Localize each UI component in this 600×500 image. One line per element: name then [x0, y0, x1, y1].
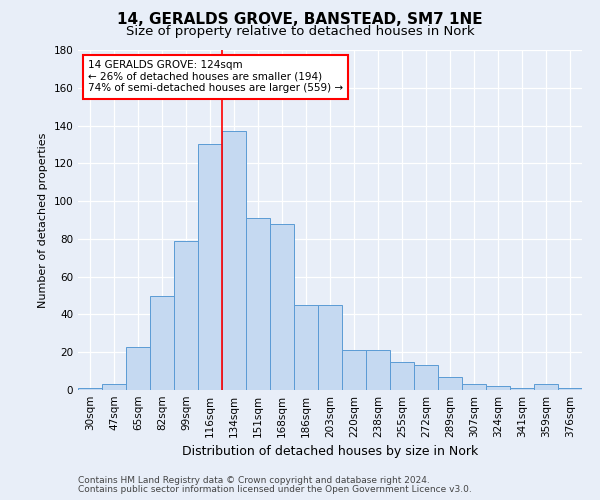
- Bar: [486, 386, 510, 390]
- Bar: [294, 305, 318, 390]
- Bar: [270, 224, 294, 390]
- Bar: [558, 388, 582, 390]
- Bar: [102, 384, 126, 390]
- Bar: [150, 296, 174, 390]
- Bar: [246, 218, 270, 390]
- Bar: [534, 384, 558, 390]
- Bar: [462, 384, 486, 390]
- Text: Contains HM Land Registry data © Crown copyright and database right 2024.: Contains HM Land Registry data © Crown c…: [78, 476, 430, 485]
- Text: 14, GERALDS GROVE, BANSTEAD, SM7 1NE: 14, GERALDS GROVE, BANSTEAD, SM7 1NE: [117, 12, 483, 28]
- Bar: [342, 350, 366, 390]
- X-axis label: Distribution of detached houses by size in Nork: Distribution of detached houses by size …: [182, 446, 478, 458]
- Y-axis label: Number of detached properties: Number of detached properties: [38, 132, 48, 308]
- Bar: [390, 362, 414, 390]
- Bar: [126, 346, 150, 390]
- Bar: [414, 366, 438, 390]
- Bar: [366, 350, 390, 390]
- Bar: [198, 144, 222, 390]
- Bar: [438, 377, 462, 390]
- Text: 14 GERALDS GROVE: 124sqm
← 26% of detached houses are smaller (194)
74% of semi-: 14 GERALDS GROVE: 124sqm ← 26% of detach…: [88, 60, 343, 94]
- Text: Contains public sector information licensed under the Open Government Licence v3: Contains public sector information licen…: [78, 485, 472, 494]
- Bar: [174, 241, 198, 390]
- Bar: [510, 388, 534, 390]
- Text: Size of property relative to detached houses in Nork: Size of property relative to detached ho…: [125, 25, 475, 38]
- Bar: [318, 305, 342, 390]
- Bar: [222, 131, 246, 390]
- Bar: [78, 388, 102, 390]
